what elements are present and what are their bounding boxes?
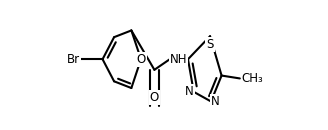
Text: N: N: [211, 95, 220, 108]
Text: NH: NH: [170, 53, 187, 66]
Text: O: O: [150, 91, 159, 104]
Text: CH₃: CH₃: [242, 72, 263, 85]
Text: O: O: [136, 53, 146, 66]
Text: S: S: [206, 38, 214, 51]
Text: N: N: [185, 85, 194, 98]
Text: Br: Br: [67, 53, 80, 66]
